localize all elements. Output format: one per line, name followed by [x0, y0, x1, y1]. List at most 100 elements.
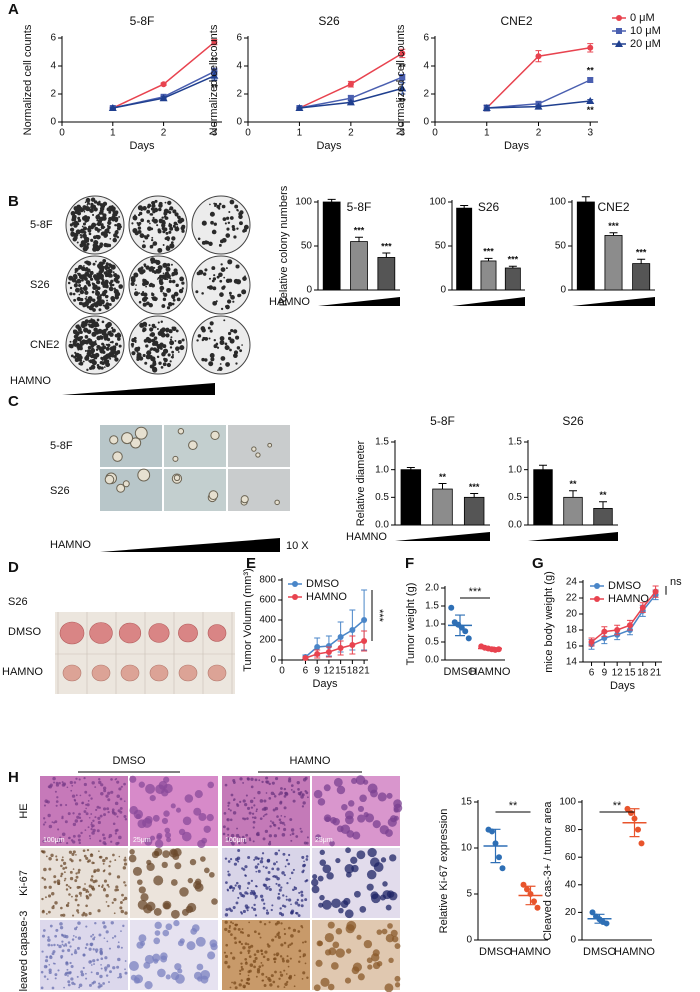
nucleus	[55, 858, 59, 862]
annotation: ***	[373, 609, 385, 623]
colony	[91, 270, 94, 273]
nucleus	[65, 904, 68, 907]
colony	[143, 235, 147, 238]
nucleus	[90, 971, 93, 974]
nucleus	[232, 886, 236, 890]
nucleus	[262, 865, 265, 868]
nucleus	[251, 906, 254, 909]
nucleus	[57, 838, 60, 841]
nucleus	[61, 940, 64, 943]
colony	[89, 208, 94, 213]
colony	[172, 224, 176, 228]
data-point	[496, 854, 502, 861]
nucleus	[283, 787, 287, 791]
y-tick-label: 0	[423, 117, 429, 128]
nucleus	[97, 816, 101, 820]
nucleus	[105, 901, 108, 903]
y-tick-label: 0.5	[508, 492, 522, 503]
colony	[78, 264, 83, 270]
sphere	[188, 440, 198, 451]
nucleus	[43, 975, 47, 978]
nucleus	[237, 927, 241, 931]
nucleus	[263, 799, 267, 803]
nucleus	[98, 780, 102, 785]
nucleus	[244, 891, 248, 895]
colony	[237, 209, 239, 212]
nucleus	[63, 934, 67, 938]
y-tick-label: 50	[301, 241, 313, 252]
nucleus	[186, 902, 197, 913]
colony	[220, 267, 226, 273]
nucleus	[98, 839, 102, 843]
nucleus	[305, 855, 309, 858]
nucleus	[262, 837, 266, 841]
nucleus	[47, 943, 51, 947]
nucleus	[271, 821, 275, 825]
nucleus	[247, 934, 251, 938]
chart-title: CNE2	[597, 200, 629, 214]
colony	[232, 227, 236, 231]
colony	[114, 210, 117, 213]
nucleus	[352, 831, 361, 840]
colony	[151, 323, 156, 328]
nucleus	[103, 925, 107, 929]
nucleus	[268, 921, 271, 924]
colony	[177, 215, 181, 220]
nucleus	[157, 968, 166, 978]
colony	[143, 338, 148, 343]
colony	[68, 275, 74, 281]
colony	[169, 226, 174, 231]
nucleus	[385, 904, 392, 911]
nucleus	[279, 971, 282, 974]
nucleus	[60, 864, 63, 868]
nucleus	[230, 833, 235, 838]
nucleus	[223, 812, 227, 815]
nucleus	[62, 782, 67, 786]
nucleus	[98, 933, 102, 937]
sphere	[210, 430, 220, 441]
nucleus	[72, 822, 77, 827]
bar	[463, 496, 485, 526]
nucleus	[292, 799, 296, 803]
colony	[117, 350, 120, 353]
nucleus	[393, 799, 402, 808]
nucleus	[116, 875, 121, 879]
y-tick-label: 18	[566, 625, 578, 636]
sphere	[173, 474, 181, 482]
nucleus	[87, 800, 90, 802]
nucleus	[302, 971, 306, 975]
data-point	[211, 39, 218, 46]
colony	[224, 222, 227, 225]
nucleus	[77, 868, 81, 872]
nucleus	[247, 881, 251, 885]
row-label: S26	[30, 279, 50, 291]
colony	[78, 339, 80, 341]
nucleus	[55, 855, 58, 858]
nucleus	[229, 839, 233, 843]
nucleus	[252, 907, 257, 912]
nucleus	[119, 810, 123, 814]
nucleus	[244, 874, 247, 877]
y-tick-label: 100	[429, 197, 446, 208]
nucleus	[224, 960, 228, 965]
nucleus	[338, 907, 344, 914]
nucleus	[259, 894, 264, 898]
colony	[86, 368, 89, 372]
nucleus	[124, 960, 127, 962]
nucleus	[55, 781, 59, 785]
series-line	[112, 75, 215, 109]
nucleus	[299, 792, 302, 795]
y-tick-label: 2.0	[425, 583, 439, 594]
nucleus	[115, 841, 119, 846]
nucleus	[341, 803, 348, 811]
colony	[164, 201, 167, 204]
nucleus	[227, 860, 231, 863]
nucleus	[154, 921, 162, 930]
sphere	[112, 451, 123, 462]
legend-label: 20 μM	[630, 38, 661, 50]
bar	[377, 257, 396, 291]
nucleus	[315, 959, 323, 967]
colony	[166, 335, 169, 337]
colony	[99, 217, 103, 221]
colony	[105, 243, 110, 248]
